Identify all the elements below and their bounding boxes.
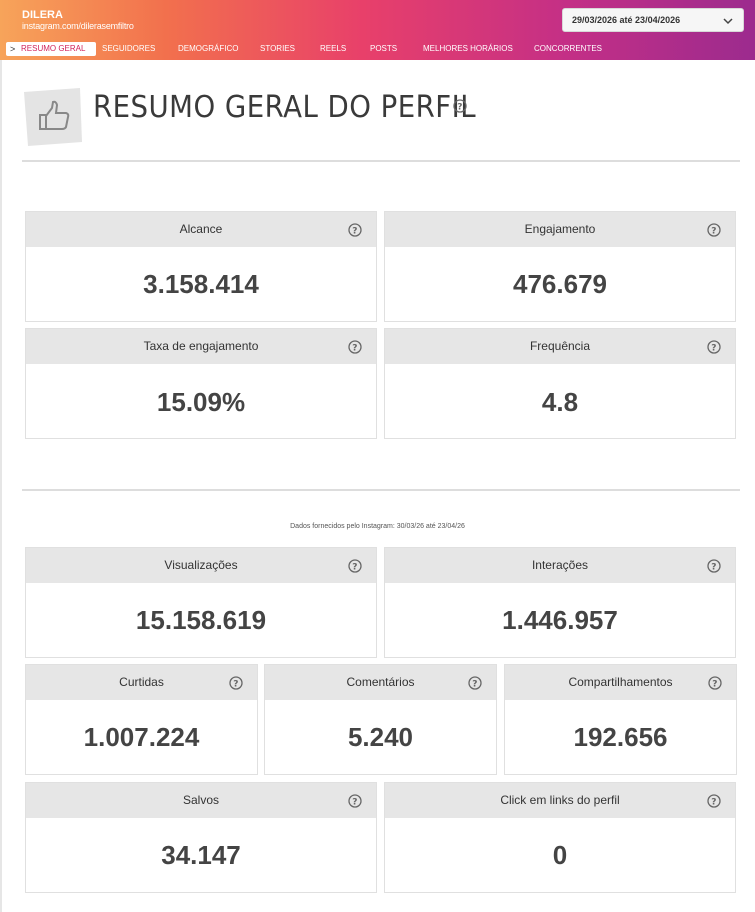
metric-card-frequencia: Frequência ? 4.8	[384, 328, 736, 439]
tab-concorrentes[interactable]: CONCORRENTES	[534, 44, 603, 53]
question-circle-icon[interactable]: ?	[229, 676, 243, 690]
tab-resumo-geral[interactable]: > RESUMO GERAL	[6, 41, 96, 56]
question-circle-icon[interactable]: ?	[707, 794, 721, 808]
metric-card-taxa-engajamento: Taxa de engajamento ? 15.09%	[25, 328, 377, 439]
svg-text:?: ?	[457, 102, 462, 112]
profile-brand[interactable]: DILERA instagram.com/dilerasemfiltro	[22, 9, 134, 31]
question-circle-icon[interactable]: ?	[348, 223, 362, 237]
metric-label: Interações	[531, 558, 589, 572]
svg-text:?: ?	[352, 343, 357, 353]
metric-value: 15.158.619	[135, 605, 267, 635]
svg-text:?: ?	[472, 679, 477, 689]
question-circle-icon[interactable]: ?	[348, 794, 362, 808]
profile-url: instagram.com/dilerasemfiltro	[22, 21, 134, 31]
svg-text:?: ?	[352, 797, 357, 807]
tab-reels[interactable]: REELS	[320, 44, 347, 53]
metric-label: Frequência	[529, 339, 591, 353]
metric-value: 4.8	[541, 387, 579, 417]
metric-value: 5.240	[347, 722, 414, 752]
metric-card-comentarios: Comentários ? 5.240	[264, 664, 497, 775]
left-border	[0, 60, 2, 912]
metric-card-alcance: Alcance ? 3.158.414	[25, 211, 377, 322]
metric-label: Compartilhamentos	[568, 675, 673, 689]
date-range-value: 29/03/2026 até 23/04/2026	[572, 15, 681, 25]
divider	[22, 160, 740, 162]
question-circle-icon[interactable]: ?	[453, 99, 467, 113]
tab-label: RESUMO GERAL	[21, 43, 86, 53]
chevron-down-icon	[723, 18, 733, 25]
question-circle-icon[interactable]: ?	[348, 340, 362, 354]
metric-card-salvos: Salvos ? 34.147	[25, 782, 377, 893]
metric-label: Engajamento	[524, 222, 596, 236]
card-header	[26, 329, 376, 364]
metric-card-click-links: Click em links do perfil ? 0	[384, 782, 736, 893]
tab-demografico[interactable]: DEMOGRÁFICO	[178, 44, 239, 53]
metric-card-compartilhamentos: Compartilhamentos ? 192.656	[504, 664, 737, 775]
card-header	[385, 212, 735, 247]
metric-value: 0	[552, 840, 568, 870]
page-title: RESUMO GERAL DO PERFIL	[93, 90, 477, 125]
question-circle-icon[interactable]: ?	[707, 340, 721, 354]
metric-value: 1.446.957	[502, 605, 618, 635]
tab-seguidores[interactable]: SEGUIDORES	[102, 44, 156, 53]
data-source-note: Dados fornecidos pelo Instagram: 30/03/2…	[290, 523, 465, 530]
card-header	[385, 783, 735, 818]
metric-value: 3.158.414	[143, 269, 259, 299]
question-circle-icon[interactable]: ?	[707, 223, 721, 237]
metric-label: Click em links do perfil	[500, 793, 620, 807]
metric-label: Comentários	[346, 675, 415, 689]
date-range-select[interactable]: 29/03/2026 até 23/04/2026	[562, 8, 744, 32]
profile-name: DILERA	[22, 9, 63, 21]
metric-card-visualizacoes: Visualizações ? 15.158.619	[25, 547, 377, 658]
metric-card-interacoes: Interações ? 1.446.957	[384, 547, 736, 658]
metric-value: 1.007.224	[83, 722, 200, 752]
top-header: DILERA instagram.com/dilerasemfiltro 29/…	[0, 0, 755, 60]
svg-text:?: ?	[711, 343, 716, 353]
metric-label: Alcance	[179, 222, 223, 236]
card-header	[26, 548, 376, 583]
chevron-right-icon: >	[10, 43, 16, 54]
svg-text:?: ?	[711, 562, 716, 572]
svg-text:?: ?	[352, 562, 357, 572]
metric-value: 34.147	[161, 840, 241, 870]
metric-card-curtidas: Curtidas ? 1.007.224	[25, 664, 258, 775]
tab-posts[interactable]: POSTS	[370, 44, 398, 53]
card-header	[385, 548, 735, 583]
metric-label: Curtidas	[119, 675, 164, 689]
metric-value: 15.09%	[156, 387, 246, 417]
thumbs-up-icon	[24, 88, 82, 146]
question-circle-icon[interactable]: ?	[468, 676, 482, 690]
svg-text:?: ?	[352, 226, 357, 236]
card-header	[26, 665, 257, 700]
card-header	[505, 665, 736, 700]
svg-text:?: ?	[233, 679, 238, 689]
metric-value: 192.656	[573, 722, 668, 752]
question-circle-icon[interactable]: ?	[708, 676, 722, 690]
card-header	[265, 665, 496, 700]
tab-melhores-horarios[interactable]: MELHORES HORÁRIOS	[423, 44, 513, 53]
metric-card-engajamento: Engajamento ? 476.679	[384, 211, 736, 322]
svg-text:?: ?	[711, 226, 716, 236]
svg-text:?: ?	[712, 679, 717, 689]
card-header	[385, 329, 735, 364]
card-header	[26, 212, 376, 247]
metric-label: Visualizações	[164, 558, 238, 572]
metric-label: Taxa de engajamento	[143, 339, 259, 353]
metric-label: Salvos	[182, 793, 220, 807]
metric-value: 476.679	[513, 269, 607, 299]
card-header	[26, 783, 376, 818]
question-circle-icon[interactable]: ?	[707, 559, 721, 573]
divider	[22, 489, 740, 491]
tab-stories[interactable]: STORIES	[260, 44, 295, 53]
svg-text:?: ?	[711, 797, 716, 807]
question-circle-icon[interactable]: ?	[348, 559, 362, 573]
